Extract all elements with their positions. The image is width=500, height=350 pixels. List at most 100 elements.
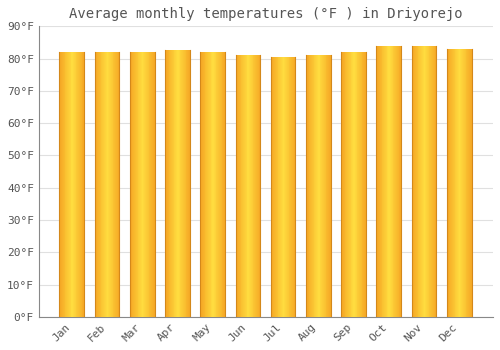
Bar [178, 50, 180, 317]
Bar [180, 50, 182, 317]
Bar [424, 46, 426, 317]
Bar [276, 57, 278, 317]
Bar [271, 57, 272, 317]
Bar [258, 55, 260, 317]
Bar [244, 55, 245, 317]
Bar [152, 52, 153, 317]
Bar [311, 55, 312, 317]
Bar [322, 55, 323, 317]
Bar [414, 46, 415, 317]
Bar [256, 55, 257, 317]
Bar [452, 49, 453, 317]
Bar [275, 57, 276, 317]
Bar [105, 52, 106, 317]
Bar [320, 55, 322, 317]
Bar [250, 55, 251, 317]
Bar [343, 52, 344, 317]
Bar [323, 55, 324, 317]
Bar [225, 52, 226, 317]
Bar [276, 57, 277, 317]
Bar [172, 50, 173, 317]
Bar [201, 52, 202, 317]
Bar [146, 52, 147, 317]
Bar [416, 46, 418, 317]
Bar [100, 52, 102, 317]
Bar [222, 52, 224, 317]
Bar [358, 52, 359, 317]
Bar [254, 55, 255, 317]
Bar [243, 55, 244, 317]
Bar [316, 55, 317, 317]
Bar [171, 50, 172, 317]
Bar [464, 49, 465, 317]
Bar [341, 52, 342, 317]
Bar [236, 55, 238, 317]
Bar [448, 49, 450, 317]
Bar [433, 46, 434, 317]
Bar [219, 52, 220, 317]
Bar [469, 49, 470, 317]
Bar [427, 46, 428, 317]
Bar [112, 52, 114, 317]
Bar [150, 52, 151, 317]
Bar [285, 57, 286, 317]
Bar [167, 50, 168, 317]
Bar [287, 57, 288, 317]
Bar [200, 52, 201, 317]
Bar [140, 52, 141, 317]
Bar [246, 55, 248, 317]
Bar [353, 52, 354, 317]
Bar [251, 55, 252, 317]
Bar [248, 55, 249, 317]
Bar [212, 52, 213, 317]
Bar [141, 52, 142, 317]
Bar [462, 49, 463, 317]
Bar [282, 57, 284, 317]
Bar [78, 52, 79, 317]
Bar [359, 52, 360, 317]
Bar [188, 50, 189, 317]
Bar [102, 52, 103, 317]
Bar [213, 52, 214, 317]
Bar [382, 46, 384, 317]
Bar [130, 52, 132, 317]
Bar [237, 55, 238, 317]
Bar [75, 52, 76, 317]
Bar [451, 49, 452, 317]
Bar [342, 52, 343, 317]
Bar [306, 55, 307, 317]
Bar [312, 55, 313, 317]
Bar [73, 52, 74, 317]
Bar [454, 49, 456, 317]
Bar [208, 52, 209, 317]
Bar [114, 52, 115, 317]
Bar [376, 46, 378, 317]
Bar [272, 57, 274, 317]
Bar [291, 57, 292, 317]
Bar [166, 50, 167, 317]
Bar [183, 50, 184, 317]
Bar [66, 52, 67, 317]
Bar [238, 55, 239, 317]
Bar [360, 52, 361, 317]
Bar [318, 55, 319, 317]
Bar [314, 55, 316, 317]
Bar [134, 52, 135, 317]
Bar [389, 46, 390, 317]
Bar [148, 52, 150, 317]
Bar [74, 52, 75, 317]
Bar [347, 52, 348, 317]
Bar [165, 50, 166, 317]
Bar [425, 46, 426, 317]
Bar [278, 57, 280, 317]
Bar [459, 49, 460, 317]
Bar [385, 46, 386, 317]
Bar [431, 46, 432, 317]
Bar [394, 46, 395, 317]
Bar [154, 52, 156, 317]
Bar [220, 52, 221, 317]
Bar [450, 49, 451, 317]
Bar [116, 52, 117, 317]
Bar [398, 46, 400, 317]
Bar [324, 55, 326, 317]
